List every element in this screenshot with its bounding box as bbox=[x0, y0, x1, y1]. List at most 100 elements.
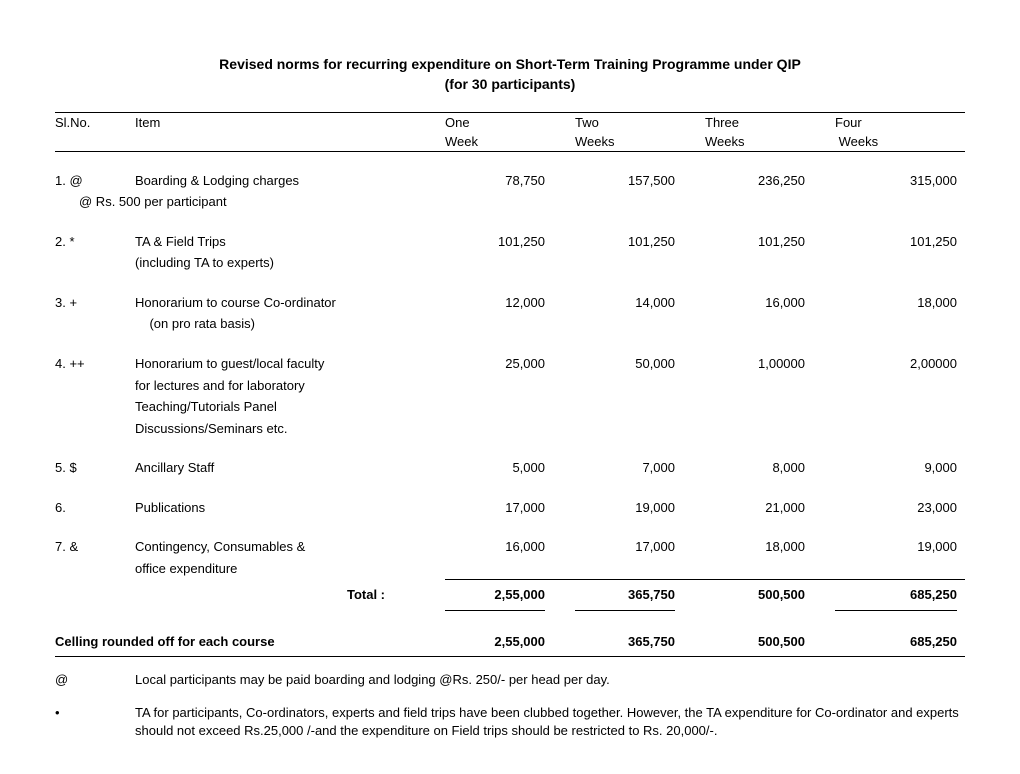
header-c3b: Weeks bbox=[705, 134, 745, 149]
header-c1a: One bbox=[445, 113, 575, 133]
expenditure-table: Sl.No. Item One Two Three Four Week Week… bbox=[55, 112, 965, 657]
cell-item: Publications bbox=[135, 497, 445, 519]
header-c2a: Two bbox=[575, 113, 705, 133]
item-sub: @ Rs. 500 per participant bbox=[55, 191, 965, 213]
cell-v2: 101,250 bbox=[575, 231, 705, 253]
cell-v2: 17,000 bbox=[575, 536, 705, 558]
ceiling-row: Celling rounded off for each course2,55,… bbox=[55, 613, 965, 657]
cell-item: Boarding & Lodging charges bbox=[135, 170, 445, 192]
item-sub: (including TA to experts) bbox=[135, 252, 965, 274]
cell-slno: 2. * bbox=[55, 231, 135, 253]
title-line-1: Revised norms for recurring expenditure … bbox=[219, 56, 801, 72]
cell-v1: 12,000 bbox=[445, 292, 575, 314]
cell-slno: 3. + bbox=[55, 292, 135, 314]
cell-slno: 5. $ bbox=[55, 457, 135, 479]
cell-v3: 18,000 bbox=[705, 536, 835, 558]
cell-v4: 23,000 bbox=[835, 497, 965, 519]
header-item: Item bbox=[135, 113, 445, 133]
cell-v3: 101,250 bbox=[705, 231, 835, 253]
table-row: 2. *TA & Field Trips101,250101,250101,25… bbox=[55, 231, 965, 253]
header-c4b: Weeks bbox=[839, 134, 879, 149]
item-sub: (on pro rata basis) bbox=[135, 313, 965, 335]
footnote-text: TA for participants, Co-ordinators, expe… bbox=[135, 704, 965, 740]
cell-v1: 17,000 bbox=[445, 497, 575, 519]
cell-v2: 157,500 bbox=[575, 170, 705, 192]
cell-v3: 8,000 bbox=[705, 457, 835, 479]
table-row-sub: (on pro rata basis) bbox=[55, 313, 965, 335]
cell-v2: 19,000 bbox=[575, 497, 705, 519]
cell-v2: 7,000 bbox=[575, 457, 705, 479]
cell-v3: 236,250 bbox=[705, 170, 835, 192]
cell-v3: 16,000 bbox=[705, 292, 835, 314]
cell-v4: 19,000 bbox=[835, 536, 965, 558]
item-text: Publications bbox=[135, 500, 205, 515]
header-c3a: Three bbox=[705, 113, 835, 133]
cell-slno: 7. & bbox=[55, 536, 135, 558]
footnote-row: •TA for participants, Co-ordinators, exp… bbox=[55, 704, 965, 740]
ceiling-v2: 365,750 bbox=[575, 613, 705, 657]
cell-item: Honorarium to course Co-ordinator bbox=[135, 292, 445, 314]
table-row: 3. +Honorarium to course Co-ordinator 12,… bbox=[55, 292, 965, 314]
cell-v4: 101,250 bbox=[835, 231, 965, 253]
total-label: Total : bbox=[135, 580, 445, 606]
item-text: Boarding & Lodging charges bbox=[135, 173, 299, 188]
footnote-symbol: @ bbox=[55, 671, 135, 689]
table-row-sub: Teaching/Tutorials Panel bbox=[55, 396, 965, 418]
header-slno: Sl.No. bbox=[55, 113, 135, 133]
underline-row bbox=[55, 606, 965, 613]
total-v4: 685,250 bbox=[835, 580, 965, 606]
table-row-sub: for lectures and for laboratory bbox=[55, 375, 965, 397]
total-row: Total :2,55,000365,750500,500685,250 bbox=[55, 580, 965, 606]
title-line-2: (for 30 participants) bbox=[445, 76, 576, 92]
total-v1: 2,55,000 bbox=[445, 580, 575, 606]
table-row-sub: Discussions/Seminars etc. bbox=[55, 418, 965, 440]
table-row-sub: (including TA to experts) bbox=[55, 252, 965, 274]
item-text: TA & Field Trips bbox=[135, 234, 226, 249]
table-row: 5. $Ancillary Staff 5,0007,0008,0009,000 bbox=[55, 457, 965, 479]
ceiling-label: Celling rounded off for each course bbox=[55, 613, 445, 657]
cell-v4: 9,000 bbox=[835, 457, 965, 479]
cell-item: TA & Field Trips bbox=[135, 231, 445, 253]
table-row-sub: @ Rs. 500 per participant bbox=[55, 191, 965, 213]
cell-v1: 5,000 bbox=[445, 457, 575, 479]
cell-v1: 25,000 bbox=[445, 353, 575, 375]
table-row: 1. @Boarding & Lodging charges 78,750157,… bbox=[55, 170, 965, 192]
cell-v4: 315,000 bbox=[835, 170, 965, 192]
item-text: Ancillary Staff bbox=[135, 460, 214, 475]
cell-v4: 2,00000 bbox=[835, 353, 965, 375]
ceiling-v1: 2,55,000 bbox=[445, 613, 575, 657]
header-c1b: Week bbox=[445, 134, 478, 149]
cell-slno: 4. ++ bbox=[55, 353, 135, 375]
header-c4a: Four bbox=[835, 113, 965, 133]
total-v3: 500,500 bbox=[705, 580, 835, 606]
item-text: Honorarium to guest/local faculty bbox=[135, 356, 324, 371]
table-row: 6.Publications17,00019,00021,00023,000 bbox=[55, 497, 965, 519]
cell-v2: 14,000 bbox=[575, 292, 705, 314]
footnote-text: Local participants may be paid boarding … bbox=[135, 671, 965, 689]
item-text: Contingency, Consumables & bbox=[135, 539, 305, 554]
cell-v1: 101,250 bbox=[445, 231, 575, 253]
ceiling-v4: 685,250 bbox=[835, 613, 965, 657]
cell-item: Contingency, Consumables & bbox=[135, 536, 445, 558]
table-row-sub: office expenditure bbox=[55, 558, 965, 580]
table-row: 7. &Contingency, Consumables &16,00017,0… bbox=[55, 536, 965, 558]
item-text: Honorarium to course Co-ordinator bbox=[135, 295, 336, 310]
cell-slno: 1. @ bbox=[55, 170, 135, 192]
header-c2b: Weeks bbox=[575, 134, 615, 149]
total-v2: 365,750 bbox=[575, 580, 705, 606]
item-sub: office expenditure bbox=[135, 558, 965, 580]
page-title: Revised norms for recurring expenditure … bbox=[55, 55, 965, 94]
cell-v3: 1,00000 bbox=[705, 353, 835, 375]
cell-slno: 6. bbox=[55, 497, 135, 519]
cell-v2: 50,000 bbox=[575, 353, 705, 375]
table-row: 4. ++Honorarium to guest/local faculty 25… bbox=[55, 353, 965, 375]
footnotes: @Local participants may be paid boarding… bbox=[55, 671, 965, 740]
item-sub-line: Teaching/Tutorials Panel bbox=[135, 396, 965, 418]
cell-item: Honorarium to guest/local faculty bbox=[135, 353, 445, 375]
item-sub-line: Discussions/Seminars etc. bbox=[135, 418, 965, 440]
item-sub-line: for lectures and for laboratory bbox=[135, 375, 965, 397]
ceiling-v3: 500,500 bbox=[705, 613, 835, 657]
footnote-row: @Local participants may be paid boarding… bbox=[55, 671, 965, 689]
cell-v1: 78,750 bbox=[445, 170, 575, 192]
footnote-symbol: • bbox=[55, 704, 135, 740]
